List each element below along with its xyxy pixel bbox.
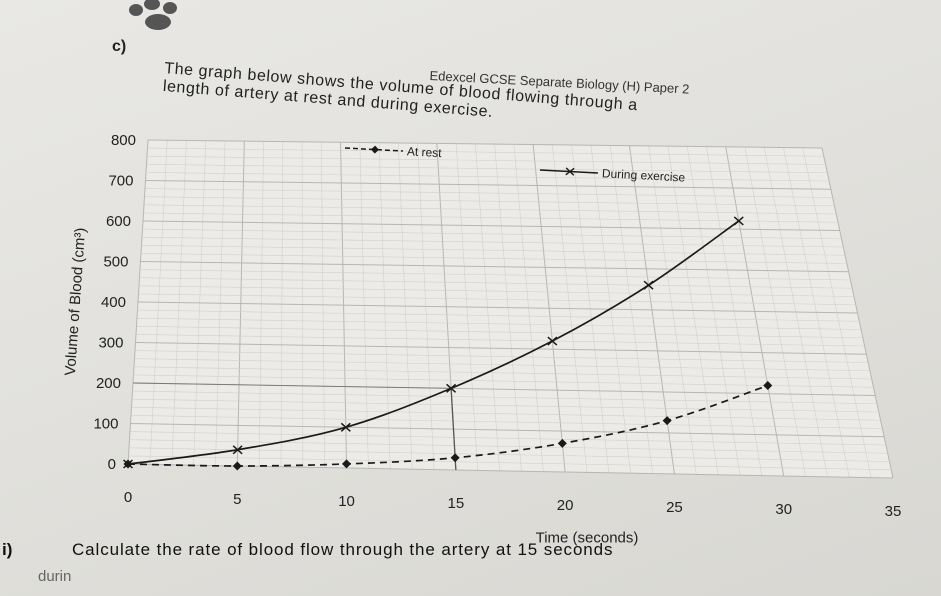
grid-line-horizontal — [133, 374, 874, 388]
grid-line-horizontal — [135, 334, 865, 347]
data-point-diamond — [341, 459, 351, 469]
grid-line-horizontal — [147, 147, 824, 157]
data-point-cross — [733, 216, 744, 226]
grid-line-horizontal — [128, 455, 892, 471]
grid-line-horizontal — [135, 342, 867, 355]
x-tick-label: 30 — [775, 501, 792, 518]
legend-marker-diamond — [370, 145, 379, 154]
chart-ticks: 0 5 10 15 20 25 30 35 0 100 200 300 400 500 600 700 800 — [93, 132, 901, 520]
data-point-diamond — [662, 416, 672, 426]
data-point-diamond — [763, 380, 773, 390]
grid-line-horizontal — [143, 212, 838, 223]
y-tick-label: 800 — [111, 132, 136, 149]
grid-line-horizontal — [131, 407, 881, 421]
grid-line-horizontal — [140, 261, 849, 273]
data-point-cross — [446, 383, 457, 393]
y-tick-label: 300 — [98, 335, 123, 352]
grid-line-horizontal — [143, 204, 837, 215]
x-tick-label: 0 — [124, 489, 132, 506]
x-tick-label: 15 — [448, 495, 465, 512]
data-point-cross — [232, 445, 243, 455]
grid-line-horizontal — [146, 164, 828, 174]
x-axis-title: Time (seconds) — [536, 529, 639, 546]
chart-grid — [127, 139, 894, 479]
grid-line-horizontal — [145, 172, 830, 182]
grid-line-horizontal — [141, 236, 844, 248]
grid-line-horizontal — [137, 301, 858, 314]
y-tick-label: 400 — [101, 294, 126, 311]
question-continuation: durin — [38, 568, 72, 585]
grid-background — [128, 140, 893, 478]
paw-print-icon — [129, 0, 177, 30]
grid-line-horizontal — [129, 439, 888, 454]
grid-line-horizontal — [141, 245, 846, 256]
data-point-diamond — [450, 453, 460, 463]
grid-line-horizontal — [134, 358, 870, 372]
grid-line-horizontal — [144, 196, 835, 207]
grid-line-horizontal — [130, 415, 883, 429]
question-text: Calculate the rate of blood flow through… — [72, 540, 614, 559]
x-tick-label: 35 — [885, 503, 902, 520]
grid-line-horizontal — [128, 447, 890, 462]
chart-series — [123, 216, 773, 471]
grid-line-horizontal — [133, 366, 872, 380]
grid-line-horizontal — [138, 285, 854, 297]
data-point-cross — [643, 280, 654, 290]
x-tick-label: 5 — [233, 491, 241, 508]
grid-line-horizontal — [138, 293, 856, 306]
grid-line-horizontal — [147, 139, 823, 149]
grid-line-horizontal — [142, 228, 842, 240]
grid-line-horizontal — [136, 317, 862, 330]
grid-line-horizontal — [134, 350, 869, 363]
data-point-cross — [340, 422, 351, 432]
grid-line-horizontal — [132, 390, 878, 405]
y-tick-label: 100 — [93, 416, 118, 433]
legend-label: At rest — [407, 144, 443, 160]
legend-item: During exercise — [539, 166, 686, 185]
data-point-cross — [123, 459, 133, 469]
grid-line-horizontal — [131, 398, 879, 413]
grid-line-horizontal — [142, 220, 840, 231]
grid-line-horizontal — [127, 463, 894, 479]
grid-line-horizontal — [136, 326, 863, 339]
data-point-diamond — [557, 438, 567, 448]
question-number: i) — [2, 540, 13, 559]
y-tick-label: 500 — [103, 254, 128, 271]
chart-legend: At rest During exercise — [344, 144, 686, 185]
grid-line-horizontal — [140, 253, 847, 264]
grid-line-horizontal — [139, 269, 851, 281]
y-axis-title: Volume of Blood (cm³) — [62, 227, 89, 376]
question-label: c) — [112, 38, 127, 55]
legend-marker-cross — [565, 167, 575, 176]
x-tick-label: 10 — [338, 493, 355, 510]
grid-line-horizontal — [137, 309, 860, 322]
data-point-cross — [547, 336, 558, 346]
grid-line-horizontal — [145, 180, 831, 190]
legend-item: At rest — [344, 144, 443, 160]
grid-line-horizontal — [139, 277, 853, 289]
y-tick-label: 700 — [108, 173, 133, 190]
grid-line-horizontal — [129, 431, 886, 446]
grid-line-horizontal — [144, 188, 833, 198]
y-tick-label: 200 — [96, 375, 121, 392]
y-tick-label: 0 — [108, 456, 116, 473]
grid-line-horizontal — [146, 155, 826, 165]
x-tick-label: 25 — [666, 499, 683, 516]
grid-line-horizontal — [130, 423, 885, 438]
data-point-diamond — [232, 461, 242, 471]
guide-line-horizontal — [132, 382, 452, 389]
x-tick-label: 20 — [557, 497, 574, 514]
legend-label: During exercise — [602, 166, 686, 184]
y-tick-label: 600 — [106, 213, 131, 230]
